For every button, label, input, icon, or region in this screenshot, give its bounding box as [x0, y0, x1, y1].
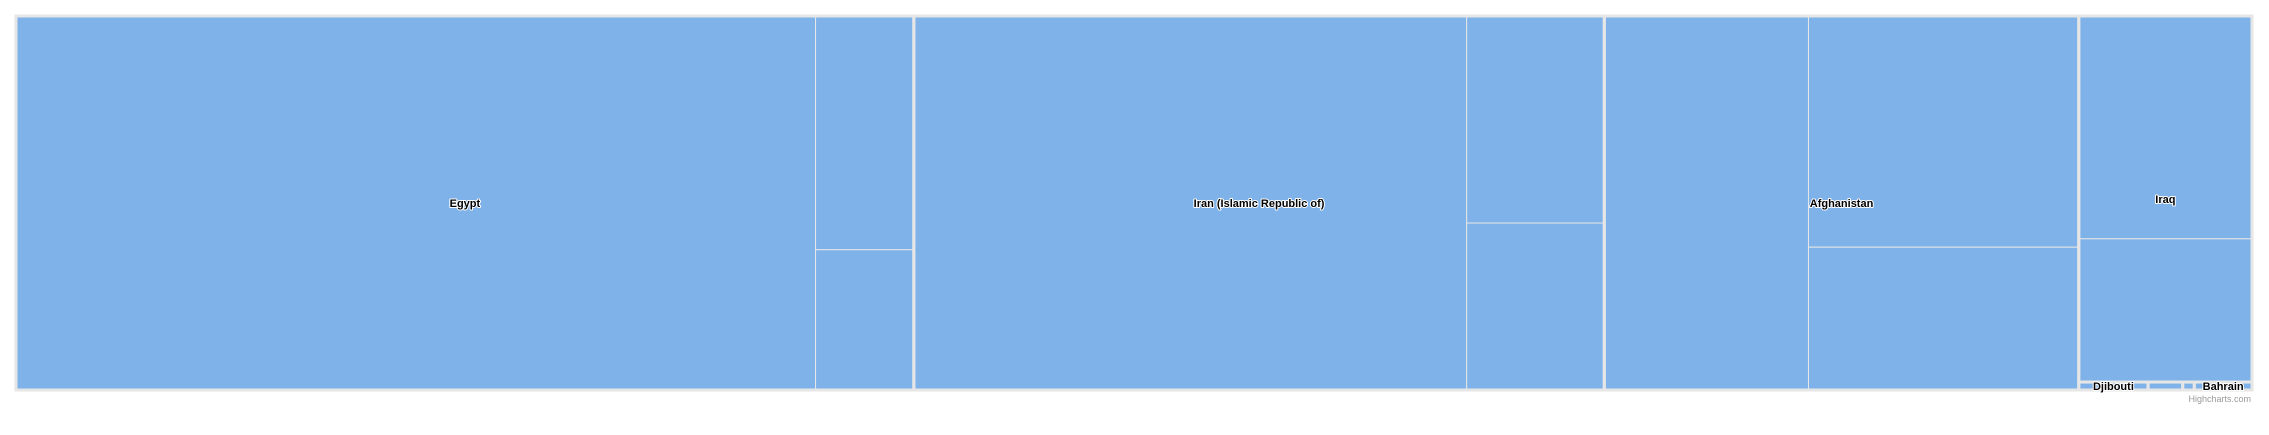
- treemap-tile-afghanistan-0[interactable]: [1603, 15, 1809, 391]
- treemap-label-bahrain: Bahrain: [2203, 381, 2244, 393]
- treemap-label-afghanistan: Afghanistan: [1810, 198, 1874, 210]
- treemap-tile-iraq-1[interactable]: [2078, 238, 2253, 383]
- treemap-tile-iran-islamic-republic-of-0[interactable]: [913, 15, 1468, 391]
- treemap-tile-iran-islamic-republic-of-2[interactable]: [1466, 222, 1605, 391]
- treemap-tile-afghanistan-2[interactable]: [1807, 246, 2080, 391]
- treemap-group-borders: [14, 14, 2254, 392]
- treemap-labels: Egypt Iran (Islamic Republic of) Afghanist…: [449, 193, 2245, 394]
- treemap-tile-egypt-0[interactable]: [15, 15, 817, 391]
- treemap-label-djibouti: Djibouti: [2093, 381, 2134, 393]
- treemap-label-iran-islamic-republic-of: Iran (Islamic Republic of): [1194, 198, 1325, 210]
- treemap-tile-afghanistan-1[interactable]: [1807, 15, 2080, 248]
- treemap-group-bahrain[interactable]: [2192, 380, 2254, 392]
- treemap-label-egypt: Egypt: [450, 198, 481, 210]
- treemap-tile-egypt-2[interactable]: [815, 249, 915, 391]
- treemap-tiles: [15, 15, 2253, 391]
- credits-link[interactable]: Highcharts.com: [2188, 394, 2251, 404]
- treemap-tile-egypt-1[interactable]: [815, 15, 915, 251]
- treemap-tile-iran-islamic-republic-of-1[interactable]: [1466, 15, 1605, 224]
- treemap-tile-iraq-0[interactable]: [2078, 15, 2253, 240]
- treemap-label-iraq: Iraq: [2155, 194, 2175, 206]
